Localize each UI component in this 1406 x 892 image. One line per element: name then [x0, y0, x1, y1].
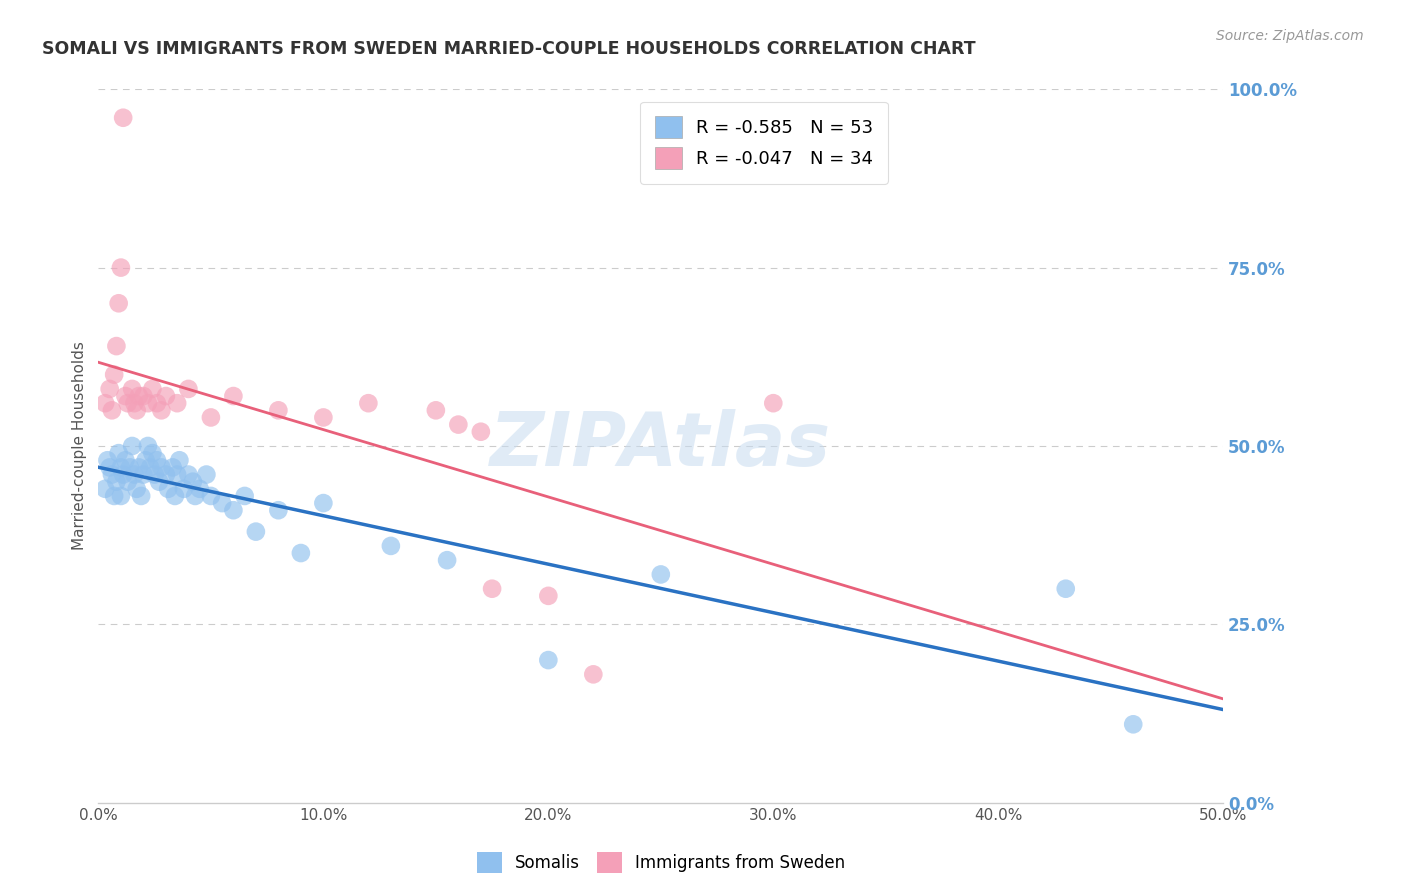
Point	[121, 439, 143, 453]
Point	[267, 403, 290, 417]
Point	[312, 496, 335, 510]
Point	[110, 489, 132, 503]
Point	[173, 482, 195, 496]
Point	[169, 453, 191, 467]
Point	[110, 460, 132, 475]
Point	[162, 460, 184, 475]
Point	[128, 389, 150, 403]
Point	[114, 389, 136, 403]
Legend: R = -0.585   N = 53, R = -0.047   N = 34: R = -0.585 N = 53, R = -0.047 N = 34	[641, 102, 889, 184]
Point	[312, 410, 335, 425]
Point	[129, 489, 152, 503]
Point	[166, 467, 188, 482]
Y-axis label: Married-couple Households: Married-couple Households	[72, 342, 87, 550]
Point	[124, 467, 146, 482]
Point	[155, 467, 177, 482]
Point	[762, 396, 785, 410]
Point	[105, 475, 128, 489]
Point	[117, 396, 139, 410]
Text: ZIPAtlas: ZIPAtlas	[491, 409, 831, 483]
Point	[163, 489, 186, 503]
Point	[125, 403, 148, 417]
Point	[222, 389, 245, 403]
Point	[148, 475, 170, 489]
Point	[136, 439, 159, 453]
Point	[128, 460, 150, 475]
Point	[146, 396, 169, 410]
Point	[124, 396, 146, 410]
Point	[103, 368, 125, 382]
Point	[118, 460, 141, 475]
Text: Source: ZipAtlas.com: Source: ZipAtlas.com	[1216, 29, 1364, 43]
Point	[150, 403, 173, 417]
Point	[98, 460, 121, 475]
Point	[357, 396, 380, 410]
Point	[380, 539, 402, 553]
Point	[98, 382, 121, 396]
Point	[436, 553, 458, 567]
Point	[141, 382, 163, 396]
Point	[94, 396, 117, 410]
Point	[94, 482, 117, 496]
Point	[177, 467, 200, 482]
Point	[132, 389, 155, 403]
Point	[136, 396, 159, 410]
Point	[200, 489, 222, 503]
Point	[139, 460, 162, 475]
Point	[155, 389, 177, 403]
Point	[143, 467, 166, 482]
Point	[135, 453, 157, 467]
Point	[184, 489, 207, 503]
Point	[195, 467, 218, 482]
Point	[188, 482, 211, 496]
Point	[1054, 582, 1077, 596]
Point	[267, 503, 290, 517]
Point	[121, 382, 143, 396]
Point	[233, 489, 256, 503]
Point	[425, 403, 447, 417]
Point	[132, 467, 155, 482]
Point	[107, 446, 129, 460]
Point	[650, 567, 672, 582]
Point	[537, 653, 560, 667]
Point	[150, 460, 173, 475]
Point	[177, 382, 200, 396]
Point	[157, 482, 180, 496]
Point	[114, 453, 136, 467]
Point	[481, 582, 503, 596]
Point	[211, 496, 233, 510]
Point	[110, 260, 132, 275]
Point	[245, 524, 267, 539]
Point	[101, 467, 124, 482]
Point	[1122, 717, 1144, 731]
Point	[112, 111, 135, 125]
Point	[582, 667, 605, 681]
Point	[141, 446, 163, 460]
Point	[125, 482, 148, 496]
Point	[166, 396, 188, 410]
Point	[290, 546, 312, 560]
Point	[105, 339, 128, 353]
Point	[101, 403, 124, 417]
Legend: Somalis, Immigrants from Sweden: Somalis, Immigrants from Sweden	[470, 846, 852, 880]
Point	[470, 425, 492, 439]
Point	[222, 503, 245, 517]
Point	[107, 296, 129, 310]
Point	[447, 417, 470, 432]
Point	[96, 453, 118, 467]
Point	[200, 410, 222, 425]
Point	[112, 467, 135, 482]
Point	[537, 589, 560, 603]
Point	[146, 453, 169, 467]
Point	[181, 475, 204, 489]
Point	[103, 489, 125, 503]
Text: SOMALI VS IMMIGRANTS FROM SWEDEN MARRIED-COUPLE HOUSEHOLDS CORRELATION CHART: SOMALI VS IMMIGRANTS FROM SWEDEN MARRIED…	[42, 40, 976, 58]
Point	[117, 475, 139, 489]
